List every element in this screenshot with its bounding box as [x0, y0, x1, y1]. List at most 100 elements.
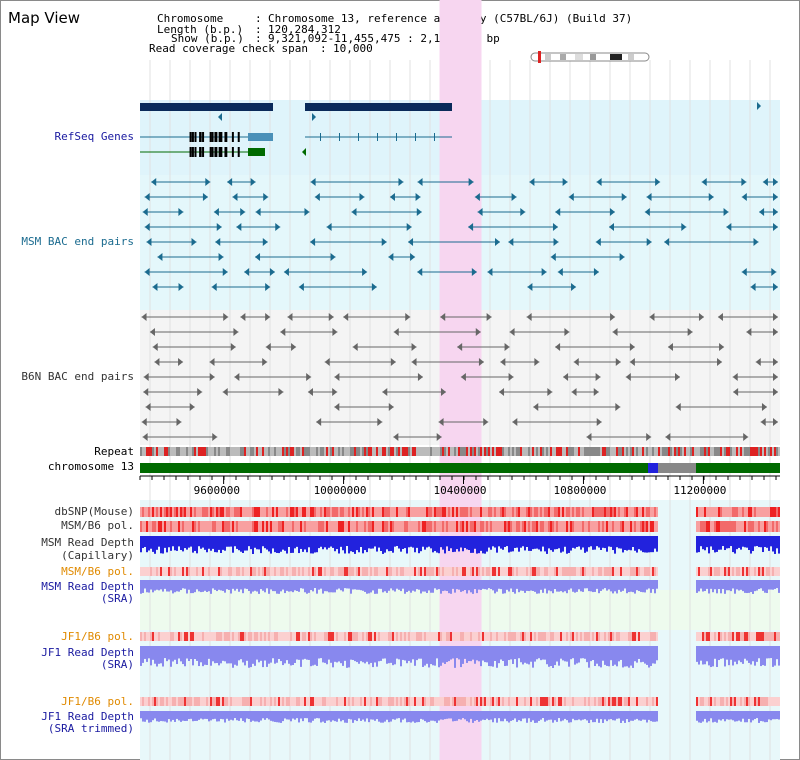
jf1-b6-pol-bar: [616, 632, 618, 641]
msm-b6-pol-sra-bar: [348, 567, 350, 576]
refseq-exon: [237, 147, 240, 157]
msm-depth-sra-bar: [544, 580, 546, 589]
msm-bac-pair-end: [541, 268, 547, 276]
jf1-depth-sra-bar: [294, 646, 296, 663]
b6n-bac-pair-end: [571, 388, 577, 396]
msm-b6-pol-bar: [434, 521, 436, 532]
jf1-b6-pol-trimmed-bar: [576, 697, 578, 706]
jf1-b6-pol-trimmed-bar: [700, 697, 702, 706]
repeat-segment: [426, 447, 428, 456]
jf1-depth-sra-bar: [286, 646, 288, 661]
jf1-depth-sra-bar: [696, 646, 698, 662]
jf1-b6-pol-bar: [414, 632, 416, 641]
repeat-segment: [460, 447, 462, 456]
repeat-segment: [274, 447, 276, 456]
jf1-depth-sra-bar: [492, 646, 494, 667]
jf1-depth-sra-bar: [362, 646, 364, 663]
jf1-depth-trimmed-bar: [462, 711, 464, 719]
msm-depth-capillary-bar: [758, 536, 760, 548]
dbsnp-bar: [726, 507, 728, 517]
jf1-depth-trimmed-bar: [152, 711, 154, 721]
jf1-b6-pol-trimmed-bar: [318, 697, 320, 706]
jf1-depth-sra-bar: [584, 646, 586, 659]
jf1-depth-trimmed-bar: [262, 711, 264, 719]
msm-b6-pol-sra-bar: [172, 567, 174, 576]
msm-b6-pol-bar: [396, 521, 398, 532]
jf1-b6-pol-trimmed-bar: [206, 697, 208, 706]
jf1-b6-pol-trimmed-bar: [504, 697, 506, 706]
msm-depth-sra-bar: [712, 580, 714, 593]
jf1-depth-sra-bar: [598, 646, 600, 667]
msm-depth-capillary-bar: [216, 536, 218, 553]
msm-b6-pol-sra-bar: [766, 567, 768, 576]
repeat-segment: [548, 447, 550, 456]
msm-bac-pair-end: [211, 283, 217, 291]
jf1-depth-trimmed-bar: [148, 711, 150, 723]
jf1-b6-pol-bar: [292, 632, 294, 641]
refseq-exon: [320, 133, 321, 141]
dbsnp-bar: [346, 507, 348, 517]
msm-b6-pol-bar: [716, 521, 718, 532]
msm-b6-pol-bar: [412, 521, 414, 532]
repeat-segment: [574, 447, 576, 456]
jf1-depth-sra-bar: [386, 646, 388, 664]
jf1-b6-pol-bar: [458, 632, 460, 641]
jf1-b6-pol-bar: [206, 632, 208, 641]
msm-depth-sra-bar: [478, 580, 480, 590]
msm-bac-pair-end: [508, 238, 514, 246]
dbsnp-bar: [712, 507, 714, 517]
b6n-bac-pair-end: [278, 388, 284, 396]
msm-b6-pol-bar: [464, 521, 466, 532]
msm-b6-pol-bar: [294, 521, 296, 532]
jf1-depth-sra-bar: [568, 646, 570, 667]
jf1-b6-pol-bar: [246, 632, 248, 641]
msm-depth-capillary-bar: [232, 536, 234, 553]
jf1-depth-sra-bar: [162, 646, 164, 667]
msm-b6-pol-bar: [512, 521, 514, 532]
jf1-b6-pol-bar: [332, 632, 334, 641]
msm-bac-pair-end: [298, 283, 304, 291]
jf1-b6-pol-bar: [252, 632, 254, 641]
jf1-b6-pol-bar: [192, 632, 194, 641]
msm-b6-pol-sra-bar: [520, 567, 522, 576]
repeat-segment: [678, 447, 680, 456]
dbsnp-bar: [720, 507, 722, 517]
jf1-b6-pol-bar: [432, 632, 434, 641]
jf1-b6-pol-bar: [476, 632, 478, 641]
msm-b6-pol-bar: [316, 521, 318, 532]
msm-b6-pol-sra-bar: [174, 567, 176, 576]
repeat-segment: [584, 447, 586, 456]
msm-b6-pol-sra-bar: [338, 567, 340, 576]
msm-b6-pol-sra-bar: [158, 567, 160, 576]
jf1-depth-sra-bar: [300, 646, 302, 667]
jf1-b6-pol-bar: [646, 632, 648, 641]
repeat-segment: [454, 447, 456, 456]
jf1-b6-pol-bar: [506, 632, 508, 641]
jf1-b6-pol-trimmed-bar: [264, 697, 266, 706]
msm-depth-capillary-bar: [586, 536, 588, 552]
msm-b6-pol-bar: [246, 521, 248, 532]
msm-b6-pol-sra-bar: [758, 567, 760, 576]
msm-b6-pol-sra-bar: [494, 567, 496, 576]
msm-depth-sra-bar: [502, 580, 504, 594]
msm-b6-pol-sra-bar: [230, 567, 232, 576]
b6n-bac-pair-end: [732, 373, 738, 381]
msm-b6-pol-bar: [336, 521, 338, 532]
dbsnp-bar: [702, 507, 704, 517]
msm-depth-sra-bar: [426, 580, 428, 594]
msm-bac-pair-end: [152, 283, 158, 291]
msm-depth-capillary-bar: [722, 536, 724, 547]
b6n-bac-pair-end: [240, 313, 246, 321]
repeat-segment: [296, 447, 298, 456]
repeat-segment: [498, 447, 500, 456]
dbsnp-bar: [206, 507, 208, 517]
msm-bac-pair-end: [726, 223, 732, 231]
dbsnp-bar: [432, 507, 434, 517]
msm-b6-pol-bar: [646, 521, 648, 532]
msm-depth-sra-bar: [424, 580, 426, 592]
msm-depth-capillary-bar: [702, 536, 704, 550]
msm-b6-pol-bar: [302, 521, 304, 532]
msm-b6-pol-sra-bar: [382, 567, 384, 576]
jf1-depth-sra-bar: [366, 646, 368, 662]
